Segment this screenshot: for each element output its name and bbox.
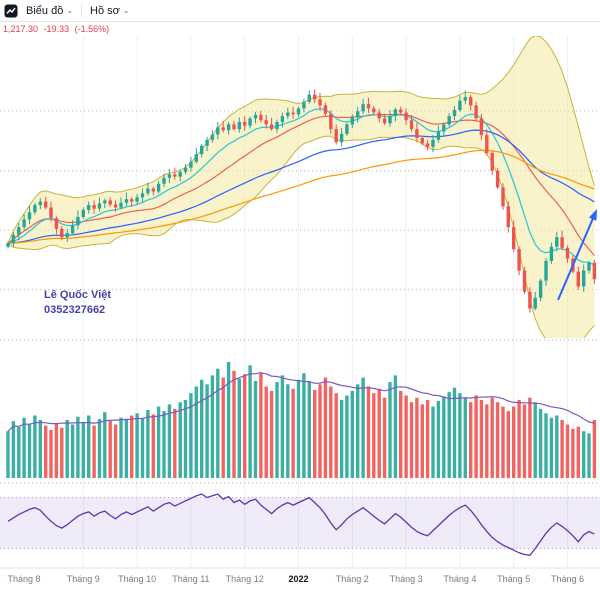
volume-ma-line bbox=[7, 372, 595, 432]
ticker-row[interactable]: 1,217.30 -19.33 (-1.56%) bbox=[3, 24, 112, 34]
bollinger-band bbox=[7, 36, 595, 338]
volume-layer bbox=[6, 362, 597, 478]
ticker-change: -19.33 bbox=[43, 24, 70, 34]
chevron-down-icon: ⌄ bbox=[122, 5, 130, 15]
trend-arrow-drawing[interactable] bbox=[557, 209, 597, 301]
time-axis-label[interactable]: Tháng 5 bbox=[497, 574, 530, 584]
time-axis-label[interactable]: Tháng 10 bbox=[118, 574, 156, 584]
time-axis-label[interactable]: Tháng 8 bbox=[7, 574, 40, 584]
menu-chart-button[interactable]: Biểu đồ ⌄ bbox=[20, 3, 79, 19]
oscillator-layer bbox=[0, 493, 600, 556]
time-axis-label[interactable]: Tháng 3 bbox=[390, 574, 423, 584]
time-axis-label[interactable]: 2022 bbox=[288, 574, 308, 584]
time-axis-label[interactable]: Tháng 11 bbox=[172, 574, 209, 584]
moving-averages bbox=[7, 108, 595, 266]
ticker-change-percent: (-1.56%) bbox=[74, 24, 110, 34]
time-axis-label[interactable]: Tháng 6 bbox=[551, 574, 584, 584]
logo-icon[interactable] bbox=[4, 4, 18, 18]
menu-profile-label: Hồ sơ bbox=[90, 4, 120, 17]
time-axis[interactable]: Tháng 8 Tháng 9 Tháng 10 Tháng 11 Tháng 12 20… bbox=[0, 567, 600, 600]
time-axis-label[interactable]: Tháng 9 bbox=[67, 574, 100, 584]
menu-chart-label: Biểu đồ bbox=[26, 4, 64, 17]
time-axis-label[interactable]: Tháng 4 bbox=[443, 574, 476, 584]
toolbar-divider bbox=[81, 4, 83, 17]
candles-layer bbox=[6, 89, 597, 313]
chevron-down-icon: ⌄ bbox=[66, 5, 74, 15]
price-chart[interactable]: Tháng 8 Tháng 9 Tháng 10 Tháng 11 Tháng 12 20… bbox=[0, 36, 600, 600]
menu-profile-button[interactable]: Hồ sơ ⌄ bbox=[84, 3, 136, 19]
time-axis-label[interactable]: Tháng 12 bbox=[226, 574, 264, 584]
time-axis-label[interactable]: Tháng 2 bbox=[336, 574, 369, 584]
ticker-last-price: 1,217.30 bbox=[3, 24, 39, 34]
oscillator-line bbox=[7, 493, 595, 556]
top-toolbar: Biểu đồ ⌄ Hồ sơ ⌄ bbox=[0, 0, 600, 22]
